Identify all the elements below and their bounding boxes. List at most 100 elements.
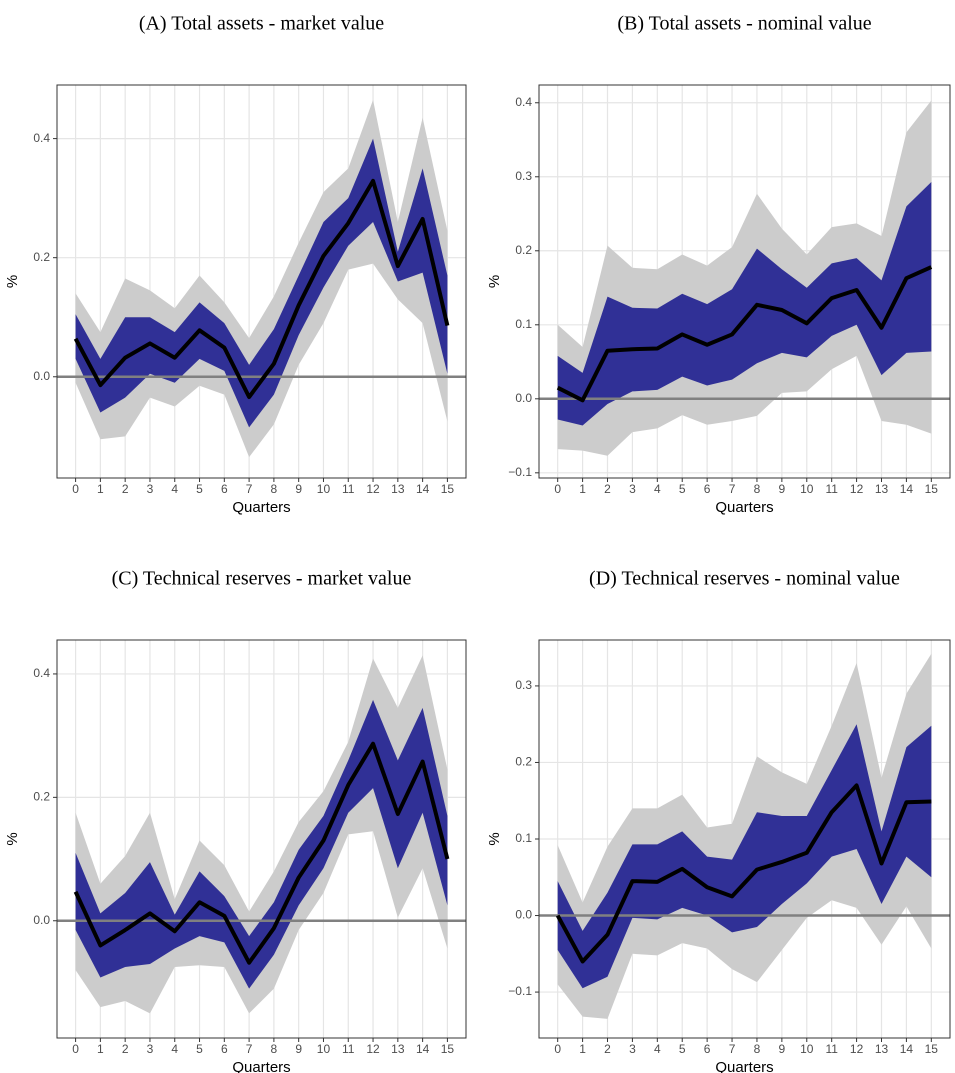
y-tick-label: 0.0 bbox=[33, 369, 50, 383]
x-tick-label: 12 bbox=[850, 1042, 864, 1056]
x-tick-label: 12 bbox=[366, 1042, 380, 1056]
x-tick-label: 5 bbox=[196, 482, 203, 496]
x-tick-label: 4 bbox=[171, 1042, 178, 1056]
x-tick-label: 2 bbox=[604, 482, 611, 496]
x-tick-label: 11 bbox=[825, 1042, 838, 1056]
x-axis-label: Quarters bbox=[715, 1059, 773, 1073]
y-axis-label: % bbox=[486, 832, 503, 845]
panel-title: (B) Total assets - nominal value bbox=[617, 13, 871, 35]
y-tick-label: 0.1 bbox=[515, 831, 532, 845]
x-tick-label: 15 bbox=[925, 1042, 939, 1056]
x-tick-label: 15 bbox=[441, 482, 455, 496]
x-tick-label: 9 bbox=[295, 482, 302, 496]
x-tick-label: 14 bbox=[416, 1042, 430, 1056]
x-tick-label: 15 bbox=[441, 1042, 455, 1056]
x-tick-label: 4 bbox=[654, 1042, 661, 1056]
y-axis-label: % bbox=[486, 275, 503, 288]
x-tick-label: 11 bbox=[342, 1042, 355, 1056]
x-tick-label: 3 bbox=[147, 482, 154, 496]
x-tick-label: 4 bbox=[171, 482, 178, 496]
y-tick-label: 0.4 bbox=[33, 131, 50, 145]
panel-title: (D) Technical reserves - nominal value bbox=[589, 568, 900, 590]
plot-border bbox=[56, 84, 467, 479]
plot-border bbox=[538, 639, 951, 1039]
x-tick-label: 8 bbox=[754, 1042, 761, 1056]
y-axis-label: % bbox=[4, 832, 21, 845]
plot-border bbox=[538, 84, 951, 479]
x-tick-label: 8 bbox=[271, 482, 278, 496]
y-tick-label: 0.2 bbox=[515, 755, 532, 769]
x-tick-label: 2 bbox=[122, 482, 129, 496]
x-tick-label: 1 bbox=[97, 1042, 104, 1056]
x-tick-label: 7 bbox=[729, 1042, 736, 1056]
x-tick-label: 0 bbox=[554, 482, 561, 496]
x-tick-label: 4 bbox=[654, 482, 661, 496]
x-tick-label: 7 bbox=[246, 1042, 253, 1056]
x-tick-label: 9 bbox=[295, 1042, 302, 1056]
x-tick-label: 7 bbox=[246, 482, 253, 496]
x-tick-label: 11 bbox=[825, 482, 838, 496]
x-tick-label: 13 bbox=[391, 1042, 405, 1056]
x-tick-label: 5 bbox=[679, 1042, 686, 1056]
y-tick-label: 0.0 bbox=[515, 908, 532, 922]
confidence-band bbox=[557, 724, 932, 989]
x-tick-label: 10 bbox=[317, 482, 331, 496]
x-tick-label: 10 bbox=[317, 1042, 331, 1056]
x-tick-label: 3 bbox=[147, 1042, 154, 1056]
estimate-line bbox=[73, 741, 450, 965]
y-tick-label: 0.2 bbox=[33, 250, 50, 264]
x-tick-label: 12 bbox=[850, 482, 864, 496]
x-tick-label: 2 bbox=[604, 1042, 611, 1056]
x-tick-label: 0 bbox=[72, 1042, 79, 1056]
panel-title: (A) Total assets - market value bbox=[139, 13, 384, 35]
y-tick-label: 0.2 bbox=[515, 243, 532, 257]
y-tick-label: 0.3 bbox=[515, 678, 532, 692]
panel: (D) Technical reserves - nominal value 0 1… bbox=[486, 568, 951, 1073]
x-tick-label: 1 bbox=[579, 482, 586, 496]
x-tick-label: 0 bbox=[72, 482, 79, 496]
x-axis-label: Quarters bbox=[232, 1059, 290, 1073]
x-tick-label: 6 bbox=[221, 482, 228, 496]
x-tick-label: 13 bbox=[391, 482, 405, 496]
x-tick-label: 10 bbox=[800, 1042, 814, 1056]
estimate-line bbox=[555, 783, 932, 964]
x-tick-label: 5 bbox=[679, 482, 686, 496]
x-tick-label: 1 bbox=[97, 482, 104, 496]
y-tick-label: 0.0 bbox=[515, 391, 532, 405]
x-tick-label: 5 bbox=[196, 1042, 203, 1056]
y-tick-label: −0.1 bbox=[508, 984, 532, 998]
x-tick-label: 3 bbox=[629, 482, 636, 496]
estimate-line bbox=[556, 265, 933, 403]
x-axis-label: Quarters bbox=[232, 499, 290, 516]
plot-border bbox=[56, 639, 467, 1039]
x-tick-label: 1 bbox=[579, 1042, 586, 1056]
x-tick-label: 6 bbox=[704, 482, 711, 496]
x-tick-label: 10 bbox=[800, 482, 814, 496]
x-tick-label: 12 bbox=[366, 482, 380, 496]
x-tick-label: 14 bbox=[416, 482, 430, 496]
y-tick-label: 0.2 bbox=[33, 790, 50, 804]
y-tick-label: 0.0 bbox=[33, 913, 50, 927]
x-axis-label: Quarters bbox=[715, 499, 773, 516]
x-tick-label: 11 bbox=[342, 482, 355, 496]
confidence-band bbox=[557, 181, 932, 426]
x-tick-label: 8 bbox=[271, 1042, 278, 1056]
x-tick-label: 9 bbox=[779, 482, 786, 496]
y-tick-label: −0.1 bbox=[508, 465, 532, 479]
y-tick-label: 0.4 bbox=[515, 95, 532, 109]
x-tick-label: 6 bbox=[704, 1042, 711, 1056]
y-axis-label: % bbox=[4, 275, 21, 288]
y-tick-label: 0.4 bbox=[33, 666, 50, 680]
x-tick-label: 7 bbox=[729, 482, 736, 496]
x-tick-label: 6 bbox=[221, 1042, 228, 1056]
x-tick-label: 14 bbox=[900, 482, 914, 496]
x-tick-label: 14 bbox=[900, 1042, 914, 1056]
x-tick-label: 13 bbox=[875, 1042, 889, 1056]
x-tick-label: 0 bbox=[554, 1042, 561, 1056]
x-tick-label: 13 bbox=[875, 482, 889, 496]
estimate-line bbox=[73, 178, 450, 400]
